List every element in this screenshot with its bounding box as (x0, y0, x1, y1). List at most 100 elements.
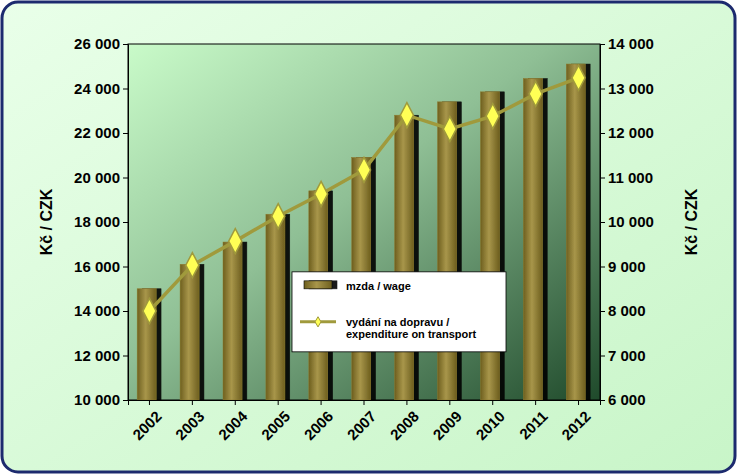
tick-label: 16 000 (74, 258, 120, 275)
tick: 8 000 (600, 302, 646, 319)
tick: 2004 (215, 400, 251, 443)
tick-mark (600, 267, 605, 268)
marker (572, 65, 585, 90)
bar (438, 102, 457, 400)
tick-mark (123, 267, 128, 268)
bar (480, 92, 499, 400)
tick-mark (192, 400, 193, 405)
tick: 16 000 (74, 258, 128, 275)
tick-label: 22 000 (74, 124, 120, 141)
tick: 10 000 (600, 213, 654, 230)
y2-axis: 6 000 7 000 8 000 9 000 10 000 11 000 12 000 13… (600, 35, 654, 408)
tick-label: 9 000 (608, 258, 646, 275)
tick: 2002 (129, 400, 165, 443)
axis-line (123, 45, 129, 401)
tick: 11 000 (600, 169, 653, 186)
tick: 2008 (386, 400, 422, 443)
tick-label: 2006 (301, 407, 337, 443)
legend: mzda / wage vydání na dopravu /expenditur… (292, 272, 506, 352)
tick-mark (578, 400, 579, 405)
y2-axis-title: Kč / CZK (683, 188, 700, 255)
tick-mark (600, 133, 605, 134)
tick-mark (600, 44, 605, 45)
legend-marker (315, 317, 321, 327)
tick: 2010 (472, 400, 508, 443)
tick: 26 000 (74, 35, 128, 52)
tick: 2012 (558, 400, 594, 443)
bar (137, 289, 156, 400)
tick-label: 2009 (429, 407, 465, 443)
tick: 18 000 (74, 213, 128, 230)
tick-label: 24 000 (74, 80, 120, 97)
tick: 2009 (429, 400, 465, 443)
bar-series (137, 64, 585, 400)
legend-box (292, 272, 506, 352)
tick-label: 7 000 (608, 347, 646, 364)
tick-mark (123, 44, 128, 45)
tick: 2003 (172, 400, 208, 443)
tick-label: 8 000 (608, 302, 646, 319)
tick: 2007 (344, 400, 380, 443)
tick: 7 000 (600, 347, 646, 364)
tick: 24 000 (74, 80, 128, 97)
tick-label: 2004 (215, 407, 251, 443)
tick-mark (123, 400, 128, 401)
tick-label: 2011 (516, 407, 551, 442)
tick: 14 000 (600, 35, 654, 52)
tick: 6 000 (600, 391, 646, 408)
tick: 22 000 (74, 124, 128, 141)
tick: 2005 (258, 400, 294, 443)
tick-label: 2008 (386, 407, 422, 443)
marker (315, 181, 328, 206)
marker (486, 104, 499, 129)
tick-label: 2005 (258, 407, 294, 443)
tick-label: 2007 (344, 407, 380, 443)
tick-mark (535, 400, 536, 405)
tick-mark (600, 311, 605, 312)
tick: 2006 (301, 400, 337, 443)
tick-label: 14 000 (74, 302, 120, 319)
tick: 2011 (516, 400, 551, 442)
tick-mark (364, 400, 365, 405)
legend-label: mzda / wage (346, 280, 411, 292)
tick: 20 000 (74, 169, 128, 186)
tick: 12 000 (600, 124, 654, 141)
plot-frame (128, 44, 600, 400)
tick-mark (321, 400, 322, 405)
x-axis: 2002200320042005200620072008200920102011… (129, 400, 601, 443)
marker (357, 157, 370, 182)
bar (395, 115, 414, 400)
tick-label: 10 000 (74, 391, 120, 408)
marker (443, 116, 456, 141)
tick-mark (123, 311, 128, 312)
y-axis: 10 000 12 000 14 000 16 000 18 000 20 000 22 0… (74, 35, 128, 408)
bar (223, 242, 242, 400)
tick: 10 000 (74, 391, 128, 408)
marker (143, 298, 156, 323)
tick-mark (600, 356, 605, 357)
tick: 12 000 (74, 347, 128, 364)
tick-mark (235, 400, 236, 405)
tick-mark (123, 133, 128, 134)
axis-line (129, 401, 601, 406)
axis-line (601, 45, 606, 401)
markers (143, 65, 585, 323)
chart: 10 000 12 000 14 000 16 000 18 000 20 000 22 0… (0, 0, 739, 476)
bar (266, 214, 285, 400)
legend-swatch (304, 281, 332, 289)
tick-mark (123, 222, 128, 223)
marker (272, 204, 285, 229)
legend-label: vydání na dopravu /expenditure on transp… (346, 316, 477, 341)
tick: 14 000 (74, 302, 128, 319)
tick-mark (600, 178, 605, 179)
tick-mark (278, 400, 279, 405)
tick-label: 2010 (472, 407, 508, 443)
tick: 13 000 (600, 80, 654, 97)
marker (529, 81, 542, 106)
tick-label: 2012 (558, 407, 594, 443)
marker (400, 103, 413, 128)
tick-mark (492, 400, 493, 405)
tick-label: 20 000 (74, 169, 120, 186)
tick-label: 2002 (129, 407, 165, 443)
tick-label: 18 000 (74, 213, 120, 230)
